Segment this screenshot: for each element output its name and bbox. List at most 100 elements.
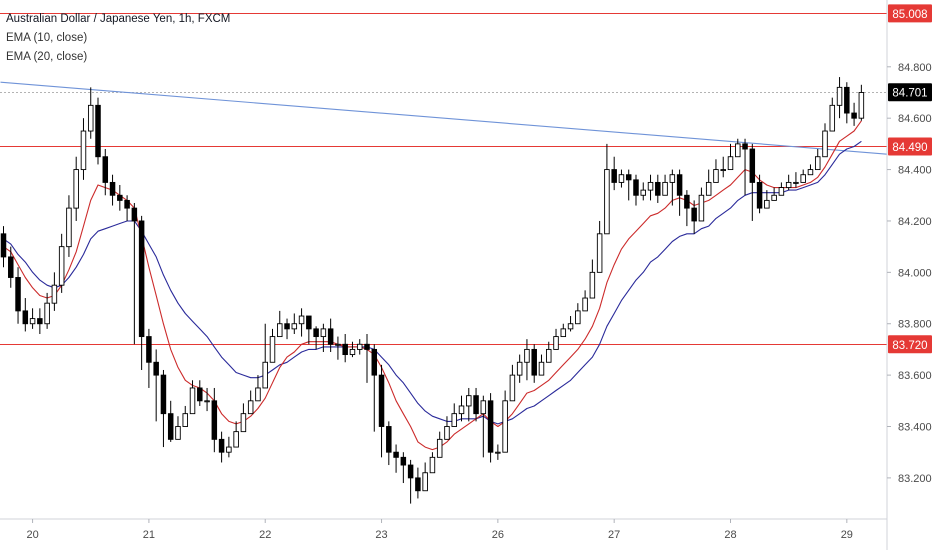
candle-body bbox=[633, 179, 639, 196]
candle-body bbox=[735, 143, 741, 158]
candle-body bbox=[720, 169, 726, 172]
y-tick-label: 83.200 bbox=[898, 473, 932, 485]
candle-body bbox=[698, 194, 705, 222]
price-axis: 84.800 84.600 84.400 84.200 84.000 83.800 83.6… bbox=[886, 0, 932, 550]
candle-body bbox=[356, 343, 363, 350]
candle-body bbox=[313, 328, 319, 338]
candle-body bbox=[764, 199, 770, 209]
candle-body bbox=[44, 302, 50, 325]
candle-body bbox=[647, 181, 654, 191]
candle-body bbox=[436, 438, 443, 458]
candle-body bbox=[807, 169, 814, 176]
candle-body bbox=[851, 112, 857, 119]
candle-body bbox=[255, 387, 261, 402]
candle-body bbox=[771, 194, 777, 201]
candle-body bbox=[604, 169, 610, 235]
candle-body bbox=[306, 315, 312, 330]
ema20-legend: EMA (20, close) bbox=[6, 51, 88, 63]
current-price-label: 84.701 bbox=[892, 88, 927, 100]
candle-body bbox=[546, 348, 552, 363]
x-tick-label: 22 bbox=[259, 529, 271, 541]
candle-body bbox=[167, 413, 174, 440]
x-tick-label: 29 bbox=[841, 529, 853, 541]
candle-body bbox=[516, 361, 523, 376]
candle-body bbox=[175, 426, 181, 440]
candle-body bbox=[378, 374, 385, 427]
candle-body bbox=[836, 86, 843, 106]
candle-body bbox=[407, 464, 414, 479]
candle-body bbox=[567, 323, 574, 330]
candle-body bbox=[582, 297, 588, 312]
candle-body bbox=[37, 318, 43, 325]
chart-legend: Australian Dollar / Japanese Yen, 1h, FX… bbox=[6, 10, 230, 67]
candle-body bbox=[8, 256, 14, 278]
candle-body bbox=[131, 207, 138, 222]
candle-body bbox=[422, 472, 428, 492]
candle-body bbox=[182, 413, 188, 427]
x-tick-label: 26 bbox=[492, 529, 504, 541]
level-price-label-bg bbox=[888, 137, 932, 156]
x-tick-label: 21 bbox=[143, 529, 155, 541]
candle-body bbox=[233, 431, 239, 448]
candle-body bbox=[189, 387, 196, 415]
candle-body bbox=[829, 104, 836, 132]
y-tick-label: 83.600 bbox=[898, 370, 932, 382]
candle-body bbox=[298, 315, 305, 325]
ema20-polyline bbox=[3, 140, 862, 425]
candle-body bbox=[349, 348, 356, 356]
candle-body bbox=[691, 207, 697, 222]
candle-body bbox=[662, 181, 668, 196]
candle-body bbox=[262, 361, 268, 389]
candle-body bbox=[814, 156, 821, 171]
candle-body bbox=[15, 277, 21, 312]
level-price-label-bg bbox=[888, 4, 932, 23]
candle-body bbox=[66, 207, 72, 248]
candle-body bbox=[415, 477, 421, 492]
candle-body bbox=[197, 387, 203, 402]
candle-body bbox=[109, 181, 116, 196]
candle-body bbox=[524, 348, 530, 363]
y-tick-label: 84.200 bbox=[898, 216, 932, 228]
candle-body bbox=[713, 169, 719, 183]
trendline-segment bbox=[0, 81, 888, 155]
candle-body bbox=[146, 336, 152, 363]
candle-body bbox=[320, 328, 327, 338]
candle-body bbox=[429, 456, 436, 474]
candle-body bbox=[676, 174, 683, 196]
level-price-label: 85.008 bbox=[892, 9, 927, 21]
candle-body bbox=[655, 181, 661, 196]
candle-body bbox=[386, 426, 392, 453]
candle-body bbox=[480, 400, 487, 415]
candle-body bbox=[458, 405, 465, 415]
candle-body bbox=[756, 181, 763, 209]
y-tick-label: 83.400 bbox=[898, 422, 932, 434]
candle-body bbox=[596, 233, 603, 273]
candle-body bbox=[800, 174, 806, 183]
candle-body bbox=[451, 413, 457, 427]
x-tick-label: 23 bbox=[375, 529, 387, 541]
candle-body bbox=[73, 169, 79, 209]
candle-body bbox=[0, 233, 7, 258]
candle-body bbox=[640, 189, 647, 196]
candle-body bbox=[509, 374, 516, 402]
candle-body bbox=[742, 143, 748, 150]
candle-body bbox=[393, 451, 399, 458]
level-price-label: 83.720 bbox=[892, 340, 927, 352]
candle-body bbox=[291, 323, 298, 330]
candle-body bbox=[793, 181, 799, 184]
candle-body bbox=[138, 220, 145, 338]
candle-body bbox=[218, 438, 225, 453]
candle-body bbox=[400, 456, 407, 466]
candle-body bbox=[611, 169, 617, 183]
y-tick-label: 84.600 bbox=[898, 113, 932, 125]
level-price-label-bg bbox=[888, 335, 932, 354]
candle-body bbox=[371, 348, 378, 376]
candle-body bbox=[487, 400, 494, 453]
current-price-label-bg bbox=[888, 83, 932, 102]
candle-body bbox=[495, 451, 501, 454]
candle-body bbox=[117, 194, 123, 201]
candle-body bbox=[211, 400, 218, 440]
candle-body bbox=[684, 194, 690, 209]
candle-body bbox=[87, 104, 94, 132]
